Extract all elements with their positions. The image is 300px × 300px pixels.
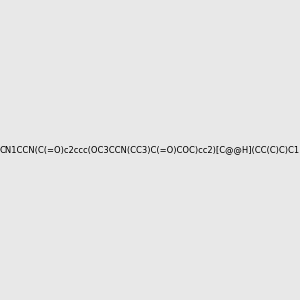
Text: CN1CCN(C(=O)c2ccc(OC3CCN(CC3)C(=O)COC)cc2)[C@@H](CC(C)C)C1: CN1CCN(C(=O)c2ccc(OC3CCN(CC3)C(=O)COC)cc… [0, 146, 300, 154]
